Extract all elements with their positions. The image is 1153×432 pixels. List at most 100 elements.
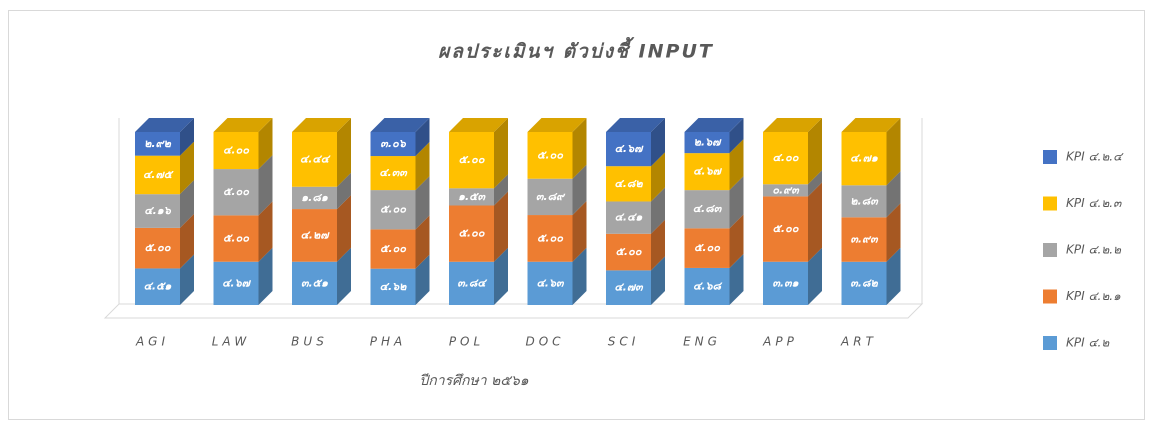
value-label: ๔.๗๓ — [614, 281, 644, 294]
bar-top — [213, 118, 273, 132]
bar — [763, 196, 808, 262]
bar — [684, 228, 730, 268]
bar — [449, 205, 494, 262]
bar — [135, 132, 180, 156]
bar — [606, 201, 651, 234]
bar-side — [572, 247, 587, 305]
bar — [841, 261, 887, 305]
value-label: ๕.๐๐ — [223, 232, 250, 245]
x-tick-label: SCI — [608, 335, 640, 349]
bar — [449, 132, 494, 189]
value-label: ๔.๘๓ — [693, 202, 723, 215]
bar-side — [729, 118, 744, 154]
bar — [213, 215, 259, 262]
x-tick-label: APP — [762, 335, 798, 349]
bar-top — [527, 118, 587, 132]
value-label: ๓.๕๑ — [301, 276, 329, 289]
bar — [370, 190, 416, 230]
x-tick-label: POL — [449, 335, 484, 349]
bar-side — [651, 152, 665, 202]
bar-side — [808, 170, 822, 197]
bar-side — [494, 247, 508, 305]
bar — [213, 132, 259, 170]
bar-top — [292, 118, 351, 132]
value-label: ๔.๖๗ — [693, 165, 722, 178]
legend-swatch — [1043, 289, 1057, 304]
legend-label: KPI ๔.๒.๒ — [1066, 243, 1121, 257]
bar — [449, 261, 494, 305]
bar-side — [337, 118, 351, 187]
bar — [684, 267, 730, 305]
bar-side — [886, 118, 901, 186]
bar — [292, 261, 337, 305]
bar-side — [258, 201, 273, 262]
bar-side — [572, 164, 587, 216]
bar — [449, 188, 494, 206]
value-label: ๕.๐๐ — [459, 153, 486, 166]
x-tick-label: LAW — [212, 335, 251, 349]
value-label: ๕.๐๐ — [459, 227, 486, 240]
bar — [292, 209, 337, 262]
bar-side — [729, 214, 744, 268]
value-label: ๕.๐๐ — [380, 242, 407, 255]
value-label: ๔.๗๕ — [143, 168, 174, 181]
bar-side — [415, 118, 430, 157]
bar-side — [494, 174, 508, 206]
legend-swatch — [1043, 196, 1057, 211]
bar-side — [180, 213, 194, 269]
bar-side — [180, 180, 194, 228]
bar-top — [449, 118, 508, 132]
x-tick-label: ENG — [683, 335, 721, 349]
bar — [527, 261, 573, 305]
bar-side — [651, 256, 665, 305]
bar-side — [180, 141, 194, 195]
bar — [213, 261, 259, 305]
bar — [292, 132, 337, 187]
value-label: ๓.๘๒ — [850, 276, 878, 289]
bar — [370, 132, 416, 157]
x-tick-label: BUS — [291, 335, 328, 349]
value-label: ๔.๔๔ — [300, 152, 331, 165]
bar-side — [258, 247, 273, 305]
bar-side — [494, 191, 508, 262]
bar-side — [180, 254, 194, 305]
bar — [684, 132, 730, 154]
legend-swatch — [1043, 243, 1057, 257]
value-label: ๕.๐๐ — [537, 148, 564, 161]
bar — [213, 169, 259, 216]
value-label: ๔.๖๓ — [536, 276, 564, 289]
value-label: ๕.๐๐ — [145, 241, 172, 254]
bar-top — [370, 118, 430, 132]
value-label: ๑.๘๑ — [301, 191, 329, 204]
legend-label: KPI ๔.๒ — [1066, 336, 1109, 350]
value-label: ๓.๐๖ — [380, 137, 406, 150]
bar — [763, 132, 808, 185]
x-tick-label: AGI — [135, 335, 169, 349]
value-label: ๐.๙๓ — [772, 183, 800, 196]
value-label: ๒.๙๒ — [144, 137, 171, 150]
bar-top — [684, 118, 744, 132]
bar-side — [729, 176, 744, 229]
bar-side — [572, 118, 587, 179]
bar-top — [763, 118, 822, 132]
value-label: ๑.๕๓ — [458, 190, 486, 203]
value-label: ๔.๖๗ — [222, 276, 251, 289]
bar — [606, 270, 651, 305]
value-label: ๔.๑๖ — [144, 204, 171, 217]
bar-top — [135, 118, 194, 132]
value-label: ๒.๘๓ — [850, 194, 879, 207]
value-label: ๔.๖๘ — [693, 279, 722, 292]
chart-title: ผลประเมินฯ ตัวบ่งชี้ INPUT — [438, 37, 714, 63]
value-label: ๔.๐๐ — [773, 151, 800, 164]
value-label: ๔.๖๗ — [615, 142, 644, 155]
value-label: ๔.๒๗ — [300, 228, 330, 241]
bar — [135, 268, 180, 305]
bar-side — [415, 176, 430, 230]
bar-side — [572, 201, 587, 262]
bar — [370, 156, 416, 191]
bar — [527, 178, 573, 216]
bar-side — [808, 182, 822, 262]
bar-top — [841, 118, 901, 132]
bar — [841, 132, 887, 186]
